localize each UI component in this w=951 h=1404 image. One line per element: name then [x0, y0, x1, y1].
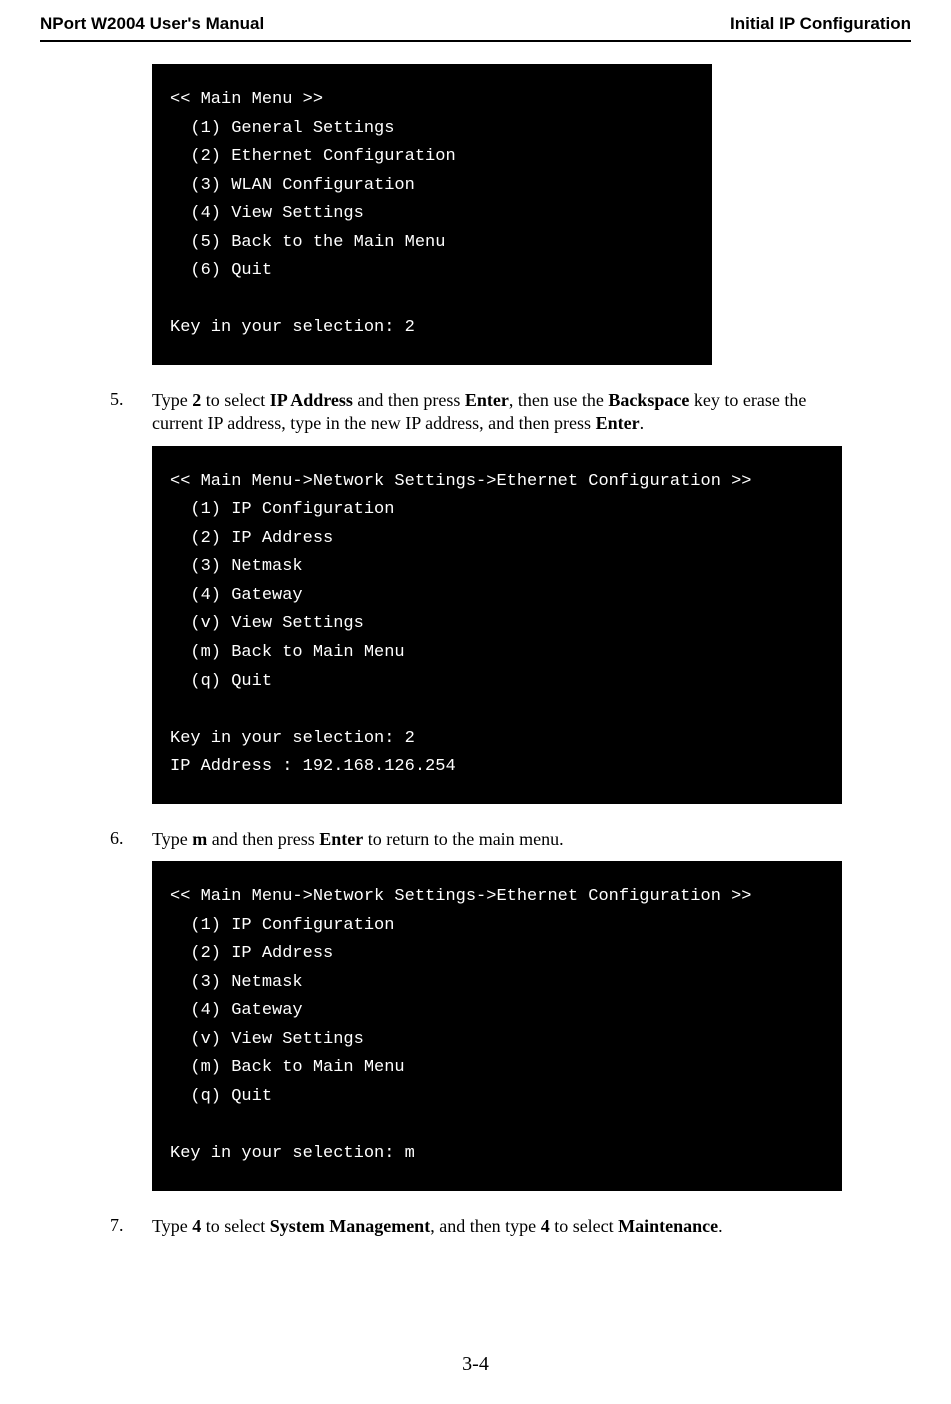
terminal-ethernet-config-1: << Main Menu->Network Settings->Ethernet… [152, 446, 842, 804]
term-line: << Main Menu->Network Settings->Ethernet… [170, 472, 752, 491]
term-line: IP Address : 192.168.126.254 [170, 757, 456, 776]
term-line: (m) Back to Main Menu [170, 643, 405, 662]
term-line: (5) Back to the Main Menu [170, 233, 445, 252]
content-area: << Main Menu >> (1) General Settings (2)… [0, 64, 951, 1238]
term-line: Key in your selection: 2 [170, 318, 415, 337]
step-6: 6. Type m and then press Enter to return… [110, 828, 851, 851]
bold-run: Maintenance [618, 1216, 718, 1236]
text-run: to select [201, 1216, 269, 1236]
step-number: 7. [110, 1215, 152, 1238]
text-run: . [718, 1216, 723, 1236]
text-run: Type [152, 1216, 192, 1236]
page-container: NPort W2004 User's Manual Initial IP Con… [0, 0, 951, 1404]
bold-run: Enter [465, 390, 509, 410]
step-5: 5. Type 2 to select IP Address and then … [110, 389, 851, 436]
term-line: (4) Gateway [170, 1001, 303, 1020]
text-run: , and then type [430, 1216, 540, 1236]
term-line: (3) Netmask [170, 973, 303, 992]
term-line: (q) Quit [170, 672, 272, 691]
text-run: Type [152, 829, 192, 849]
step-number: 6. [110, 828, 152, 851]
term-line: Key in your selection: m [170, 1144, 415, 1163]
term-line: (2) Ethernet Configuration [170, 147, 456, 166]
terminal-ethernet-config-2: << Main Menu->Network Settings->Ethernet… [152, 861, 842, 1190]
step-text: Type 2 to select IP Address and then pre… [152, 389, 851, 436]
term-line: (v) View Settings [170, 614, 364, 633]
term-line: (m) Back to Main Menu [170, 1058, 405, 1077]
bold-run: 2 [192, 390, 201, 410]
text-run: and then press [353, 390, 465, 410]
term-line: (1) IP Configuration [170, 500, 394, 519]
page-number: 3-4 [462, 1353, 489, 1375]
text-run: to return to the main menu. [363, 829, 563, 849]
bold-run: IP Address [270, 390, 353, 410]
bold-run: 4 [541, 1216, 550, 1236]
term-line: (2) IP Address [170, 529, 333, 548]
header-left: NPort W2004 User's Manual [40, 14, 264, 34]
term-line: << Main Menu->Network Settings->Ethernet… [170, 887, 752, 906]
term-line: (4) View Settings [170, 204, 364, 223]
page-header: NPort W2004 User's Manual Initial IP Con… [0, 0, 951, 38]
term-line: << Main Menu >> [170, 90, 323, 109]
term-line: (v) View Settings [170, 1030, 364, 1049]
text-run: Type [152, 390, 192, 410]
step-text: Type m and then press Enter to return to… [152, 828, 564, 851]
term-line: (3) WLAN Configuration [170, 176, 415, 195]
terminal-main-menu: << Main Menu >> (1) General Settings (2)… [152, 64, 712, 365]
step-text: Type 4 to select System Management, and … [152, 1215, 723, 1238]
term-line: (4) Gateway [170, 586, 303, 605]
term-line: (1) General Settings [170, 119, 394, 138]
header-right: Initial IP Configuration [730, 14, 911, 34]
bold-run: 4 [192, 1216, 201, 1236]
term-line: (6) Quit [170, 261, 272, 280]
bold-run: Enter [596, 413, 640, 433]
text-run: , then use the [509, 390, 608, 410]
step-7: 7. Type 4 to select System Management, a… [110, 1215, 851, 1238]
text-run: to select [550, 1216, 618, 1236]
text-run: and then press [207, 829, 319, 849]
page-footer: 3-4 [0, 1353, 951, 1376]
step-number: 5. [110, 389, 152, 436]
bold-run: Backspace [608, 390, 689, 410]
term-line: (1) IP Configuration [170, 916, 394, 935]
text-run: to select [201, 390, 269, 410]
header-rule [40, 40, 911, 42]
bold-run: System Management [270, 1216, 430, 1236]
term-line: (3) Netmask [170, 557, 303, 576]
bold-run: Enter [319, 829, 363, 849]
term-line: Key in your selection: 2 [170, 729, 415, 748]
bold-run: m [192, 829, 207, 849]
term-line: (2) IP Address [170, 944, 333, 963]
term-line: (q) Quit [170, 1087, 272, 1106]
text-run: . [640, 413, 645, 433]
